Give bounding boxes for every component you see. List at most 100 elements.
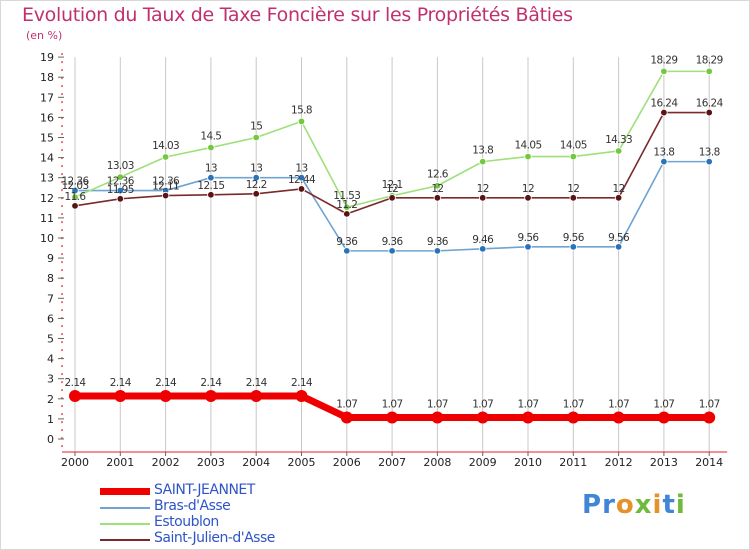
y-tick-label: 12	[40, 192, 54, 205]
x-tick-label: 2009	[469, 456, 497, 469]
data-point	[567, 411, 580, 424]
legend-label: Bras-d'Asse	[154, 498, 231, 514]
data-point	[479, 245, 487, 253]
data-label: 12	[477, 183, 489, 195]
y-tick-label: 10	[40, 232, 54, 245]
x-tick-label: 2000	[61, 456, 89, 469]
data-label: 13.8	[653, 147, 674, 159]
data-label: 12.36	[107, 176, 135, 188]
data-point	[614, 147, 623, 155]
data-label: 15.8	[291, 104, 312, 116]
data-label: 12.36	[152, 176, 180, 188]
y-tick-label: 3	[47, 373, 54, 386]
data-point	[614, 243, 623, 251]
data-label: 1.07	[518, 398, 539, 410]
data-point	[69, 389, 81, 402]
data-label: 16.24	[650, 98, 678, 110]
data-label: 2.14	[246, 377, 268, 389]
data-point	[388, 247, 396, 255]
data-label: 18.29	[696, 54, 723, 66]
data-label: 9.36	[382, 236, 404, 248]
legend-swatch	[100, 507, 150, 509]
x-tick-label: 2007	[378, 456, 406, 469]
x-tick-label: 2006	[333, 456, 361, 469]
legend-item-bras-d-asse: Bras-d'Asse	[100, 498, 320, 516]
data-label: 14.5	[200, 131, 221, 143]
y-tick-label: 15	[40, 132, 54, 145]
data-label: 14.05	[560, 140, 587, 152]
chart-subtitle: (en %)	[26, 29, 63, 42]
legend-label: Estoublon	[154, 514, 219, 530]
legend-swatch	[100, 523, 150, 525]
logo-letter: P	[582, 490, 603, 520]
x-tick-label: 2008	[423, 456, 451, 469]
data-point	[252, 190, 260, 198]
data-point	[161, 191, 170, 200]
data-label: 12.11	[152, 181, 179, 193]
y-tick-label: 7	[47, 292, 54, 305]
data-label: 1.07	[336, 398, 357, 410]
data-label: 12.03	[61, 180, 88, 192]
data-label: 9.46	[472, 234, 494, 246]
data-point	[479, 157, 487, 166]
legend-item-saint-julien-d-asse: Saint-Julien-d'Asse	[100, 530, 320, 548]
data-label: 9.36	[336, 236, 358, 248]
data-label: 11.95	[107, 184, 134, 196]
y-tick-label: 14	[40, 152, 54, 165]
data-label: 14.05	[514, 140, 541, 152]
data-label: 1.07	[563, 398, 584, 410]
y-tick-label: 1	[47, 413, 54, 426]
x-tick-label: 2004	[242, 456, 270, 469]
y-tick-label: 8	[47, 272, 54, 285]
data-labels: 12.36 12.36 12.36 13 13 13 9.36 9.36 9.36 9.46 9.5…	[61, 54, 724, 410]
data-label: 12.44	[288, 174, 316, 186]
x-tick-label: 2010	[514, 456, 542, 469]
data-point	[114, 389, 127, 402]
data-label: 13	[205, 163, 217, 175]
y-tick-label: 9	[47, 252, 54, 265]
data-point	[207, 191, 215, 199]
data-point	[703, 411, 716, 424]
legend-label: SAINT-JEANNET	[154, 482, 255, 498]
x-tick-label: 2012	[605, 456, 633, 469]
data-label: 13.8	[472, 145, 493, 157]
data-label: 14.03	[152, 140, 179, 152]
logo-letter: x	[634, 490, 653, 520]
logo-letter: i	[652, 490, 663, 520]
data-point	[252, 173, 260, 182]
data-point	[657, 411, 670, 424]
data-point	[297, 173, 306, 182]
y-tick-label: 16	[40, 111, 54, 124]
data-point	[569, 152, 577, 161]
x-tick-label: 2001	[106, 456, 134, 469]
data-label: 14.33	[605, 134, 632, 146]
legend-swatch	[100, 539, 150, 541]
data-label: 1.07	[608, 398, 629, 410]
y-tick-label: 11	[40, 212, 54, 225]
data-point	[343, 247, 351, 255]
data-label: 11.2	[336, 199, 357, 211]
data-point	[569, 194, 577, 202]
data-label: 1.07	[472, 398, 493, 410]
data-label: 9.56	[563, 232, 585, 244]
y-tick-label: 19	[40, 51, 54, 64]
logo-letter: o	[615, 490, 635, 520]
data-label: 13	[250, 163, 262, 175]
legend-item-estoublon: Estoublon	[100, 514, 320, 532]
data-point	[612, 411, 625, 424]
data-label: 11.53	[333, 190, 360, 202]
data-label: 12	[522, 183, 534, 195]
data-point	[340, 411, 353, 424]
y-tick-label: 0	[47, 433, 54, 446]
y-tick-label: 4	[47, 353, 54, 366]
logo-letter: i	[675, 490, 686, 520]
y-tick-label: 18	[40, 71, 54, 84]
data-point	[297, 117, 306, 126]
data-point	[204, 389, 217, 402]
data-label: 9.36	[427, 236, 449, 248]
data-point	[569, 243, 577, 251]
chart-title: Evolution du Taux de Taxe Foncière sur l…	[22, 4, 573, 26]
data-point	[250, 389, 263, 402]
data-point	[660, 157, 668, 166]
